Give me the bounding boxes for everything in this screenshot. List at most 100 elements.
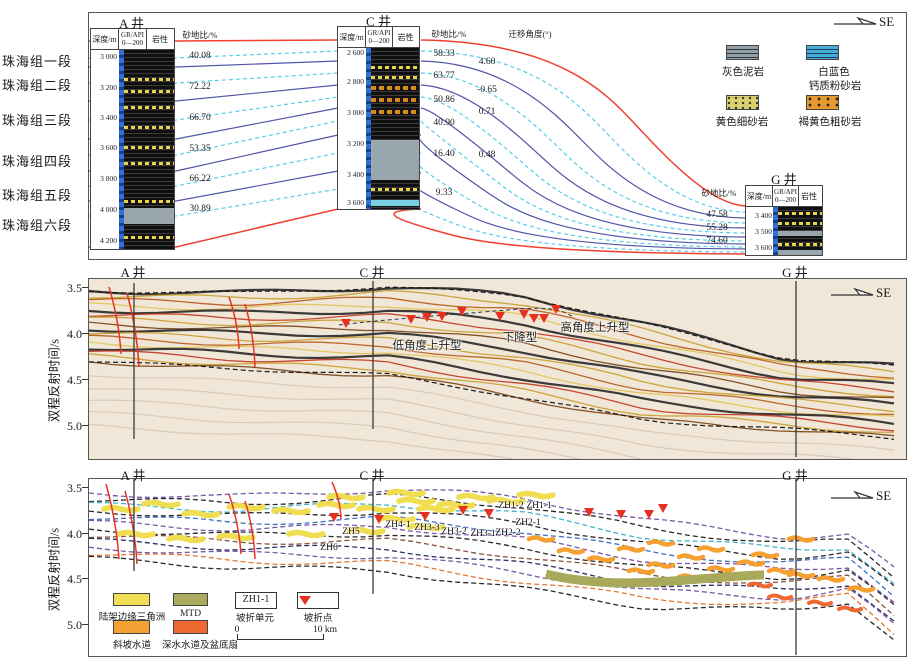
well-g-title: G 井 (771, 172, 797, 187)
gr-curve (119, 50, 124, 249)
gr-curve (366, 48, 371, 209)
well-c-table: 深度/m GR/API 0—200 岩性 2 600 2 800 3 000 3 … (337, 26, 420, 210)
depth-tick-label: 3 600 (755, 243, 772, 252)
y-tick-label: 4.5 (67, 373, 82, 387)
y-tick-label: 5.0 (67, 618, 82, 632)
shelf-delta-label: 陆架边缘三角洲 (98, 613, 166, 623)
lithology-column (366, 48, 419, 209)
depth-header: 深度/m (91, 29, 119, 49)
triangle-icon (299, 596, 311, 605)
sand-ratio-value: 63.77 (433, 71, 455, 81)
interpretation-svg (89, 479, 895, 655)
well-a-table: 深度/m GR/API 0—200 岩性 3 000 3 200 3 400 3 … (90, 28, 175, 250)
deepwater-channel-swatch (173, 620, 208, 634)
depth-header: 深度/m (338, 27, 366, 47)
sand-ratio-value: 50.86 (433, 95, 455, 105)
arrow-icon (831, 287, 874, 296)
seismic-panel (88, 278, 907, 460)
depth-tick-label: 4 200 (100, 236, 117, 245)
unit-label: ZH1-1 (526, 501, 552, 511)
formation-label: 珠海组二段 (2, 78, 73, 93)
direction-indicator: SE (833, 14, 894, 30)
interpretation-panel (88, 478, 907, 657)
sand-ratio-value: 47.58 (706, 210, 728, 220)
calcareous-siltstone-swatch (806, 45, 839, 60)
scale-start-label: 0 (234, 625, 240, 635)
depth-tick-label: 3 600 (347, 198, 364, 207)
arrow-icon (834, 16, 877, 25)
lithology-header: 岩性 (152, 34, 168, 44)
correlation-panel (88, 12, 907, 260)
depth-tick-label: 3 400 (100, 113, 117, 122)
depth-tick-label: 3 500 (755, 227, 772, 236)
sand-ratio-value: 66.70 (189, 113, 211, 123)
slope-break-point-label: 坡折点 (303, 614, 333, 624)
well-c-marker-label: C 井 (359, 468, 385, 483)
y-tick-label: 3.5 (67, 281, 82, 295)
well-a-title: A 井 (119, 16, 144, 31)
gr-header: GR/API 0—200 (366, 27, 393, 47)
seismic-svg (89, 281, 895, 459)
direction-indicator: SE (830, 488, 891, 504)
migration-angle-value: 0.71 (478, 107, 496, 117)
gr-header: GR/API 0—200 (773, 186, 799, 206)
migration-angle-value: -0.65 (477, 85, 497, 95)
unit-label: ZH1-2 (498, 501, 524, 511)
sand-ratio-value: 30.89 (189, 204, 211, 214)
depth-tick-label: 3 200 (347, 139, 364, 148)
direction-label: SE (879, 14, 895, 29)
siltstone-label-line1: 白蓝色 (818, 67, 850, 78)
coarse-sandstone-swatch (806, 95, 839, 110)
direction-indicator: SE (830, 285, 891, 301)
well-c-marker-label: C 井 (359, 265, 385, 280)
unit-label: ZH4-1 (385, 520, 411, 530)
direction-label: SE (876, 488, 892, 503)
trajectory-annotation: 低角度上升型 (392, 340, 462, 352)
unit-label: ZH3-3 (414, 523, 440, 533)
migration-angle-header: 迁移角度(°) (508, 29, 552, 39)
depth-tick-label: 3 000 (100, 52, 117, 61)
depth-tick-label: 2 800 (347, 77, 364, 86)
y-tick-label: 4.0 (67, 527, 82, 541)
well-a-marker-label: A 井 (120, 468, 146, 483)
migration-angle-value: 4.60 (478, 57, 496, 67)
y-tick-label: 3.5 (67, 481, 82, 495)
mtd-label: MTD (179, 609, 202, 619)
lithology-column (773, 207, 822, 255)
depth-tick-label: 3 800 (100, 174, 117, 183)
sand-ratio-value: 53.35 (189, 144, 211, 154)
formation-label: 珠海组六段 (2, 218, 73, 233)
coarse-sandstone-label: 褐黄色粗砂岩 (798, 117, 862, 128)
depth-tick-label: 3 000 (347, 108, 364, 117)
sand-ratio-header: 砂地比/% (431, 29, 467, 39)
direction-label: SE (876, 285, 892, 300)
lithology-header: 岩性 (801, 191, 817, 201)
unit-label: ZH2-2 (495, 528, 521, 538)
depth-tick-label: 4 000 (100, 205, 117, 214)
migration-angle-value: 0.48 (478, 150, 496, 160)
slope-channel-swatch (113, 620, 150, 634)
sand-ratio-header: 砂地比/% (182, 30, 218, 40)
y-tick-label: 4.0 (67, 327, 82, 341)
formation-label: 珠海组一段 (2, 54, 73, 69)
sand-ratio-header: 砂地比/% (701, 188, 737, 198)
shelf-delta-swatch (113, 593, 150, 606)
well-c-title: C 井 (366, 14, 391, 29)
unit-label: ZH3-1 (470, 529, 496, 539)
trajectory-annotation: 高角度上升型 (560, 322, 630, 334)
unit-label: ZH3-2 (441, 527, 467, 537)
depth-tick-label: 2 600 (347, 48, 364, 57)
fine-sandstone-swatch (726, 95, 759, 110)
well-a-marker-label: A 井 (120, 265, 146, 280)
arrow-icon (831, 490, 874, 499)
unit-label: ZH5 (342, 527, 360, 537)
sand-ratio-value: 55.28 (706, 223, 728, 233)
fine-sandstone-label: 黄色细砂岩 (715, 117, 769, 128)
sand-ratio-value: 40.08 (189, 51, 211, 61)
sand-ratio-value: 58.33 (433, 49, 455, 59)
formation-label: 珠海组三段 (2, 113, 73, 128)
sand-ratio-value: 16.40 (433, 149, 455, 159)
unit-label: ZH6 (320, 543, 338, 553)
slope-channel-label: 斜坡水道 (112, 641, 151, 651)
